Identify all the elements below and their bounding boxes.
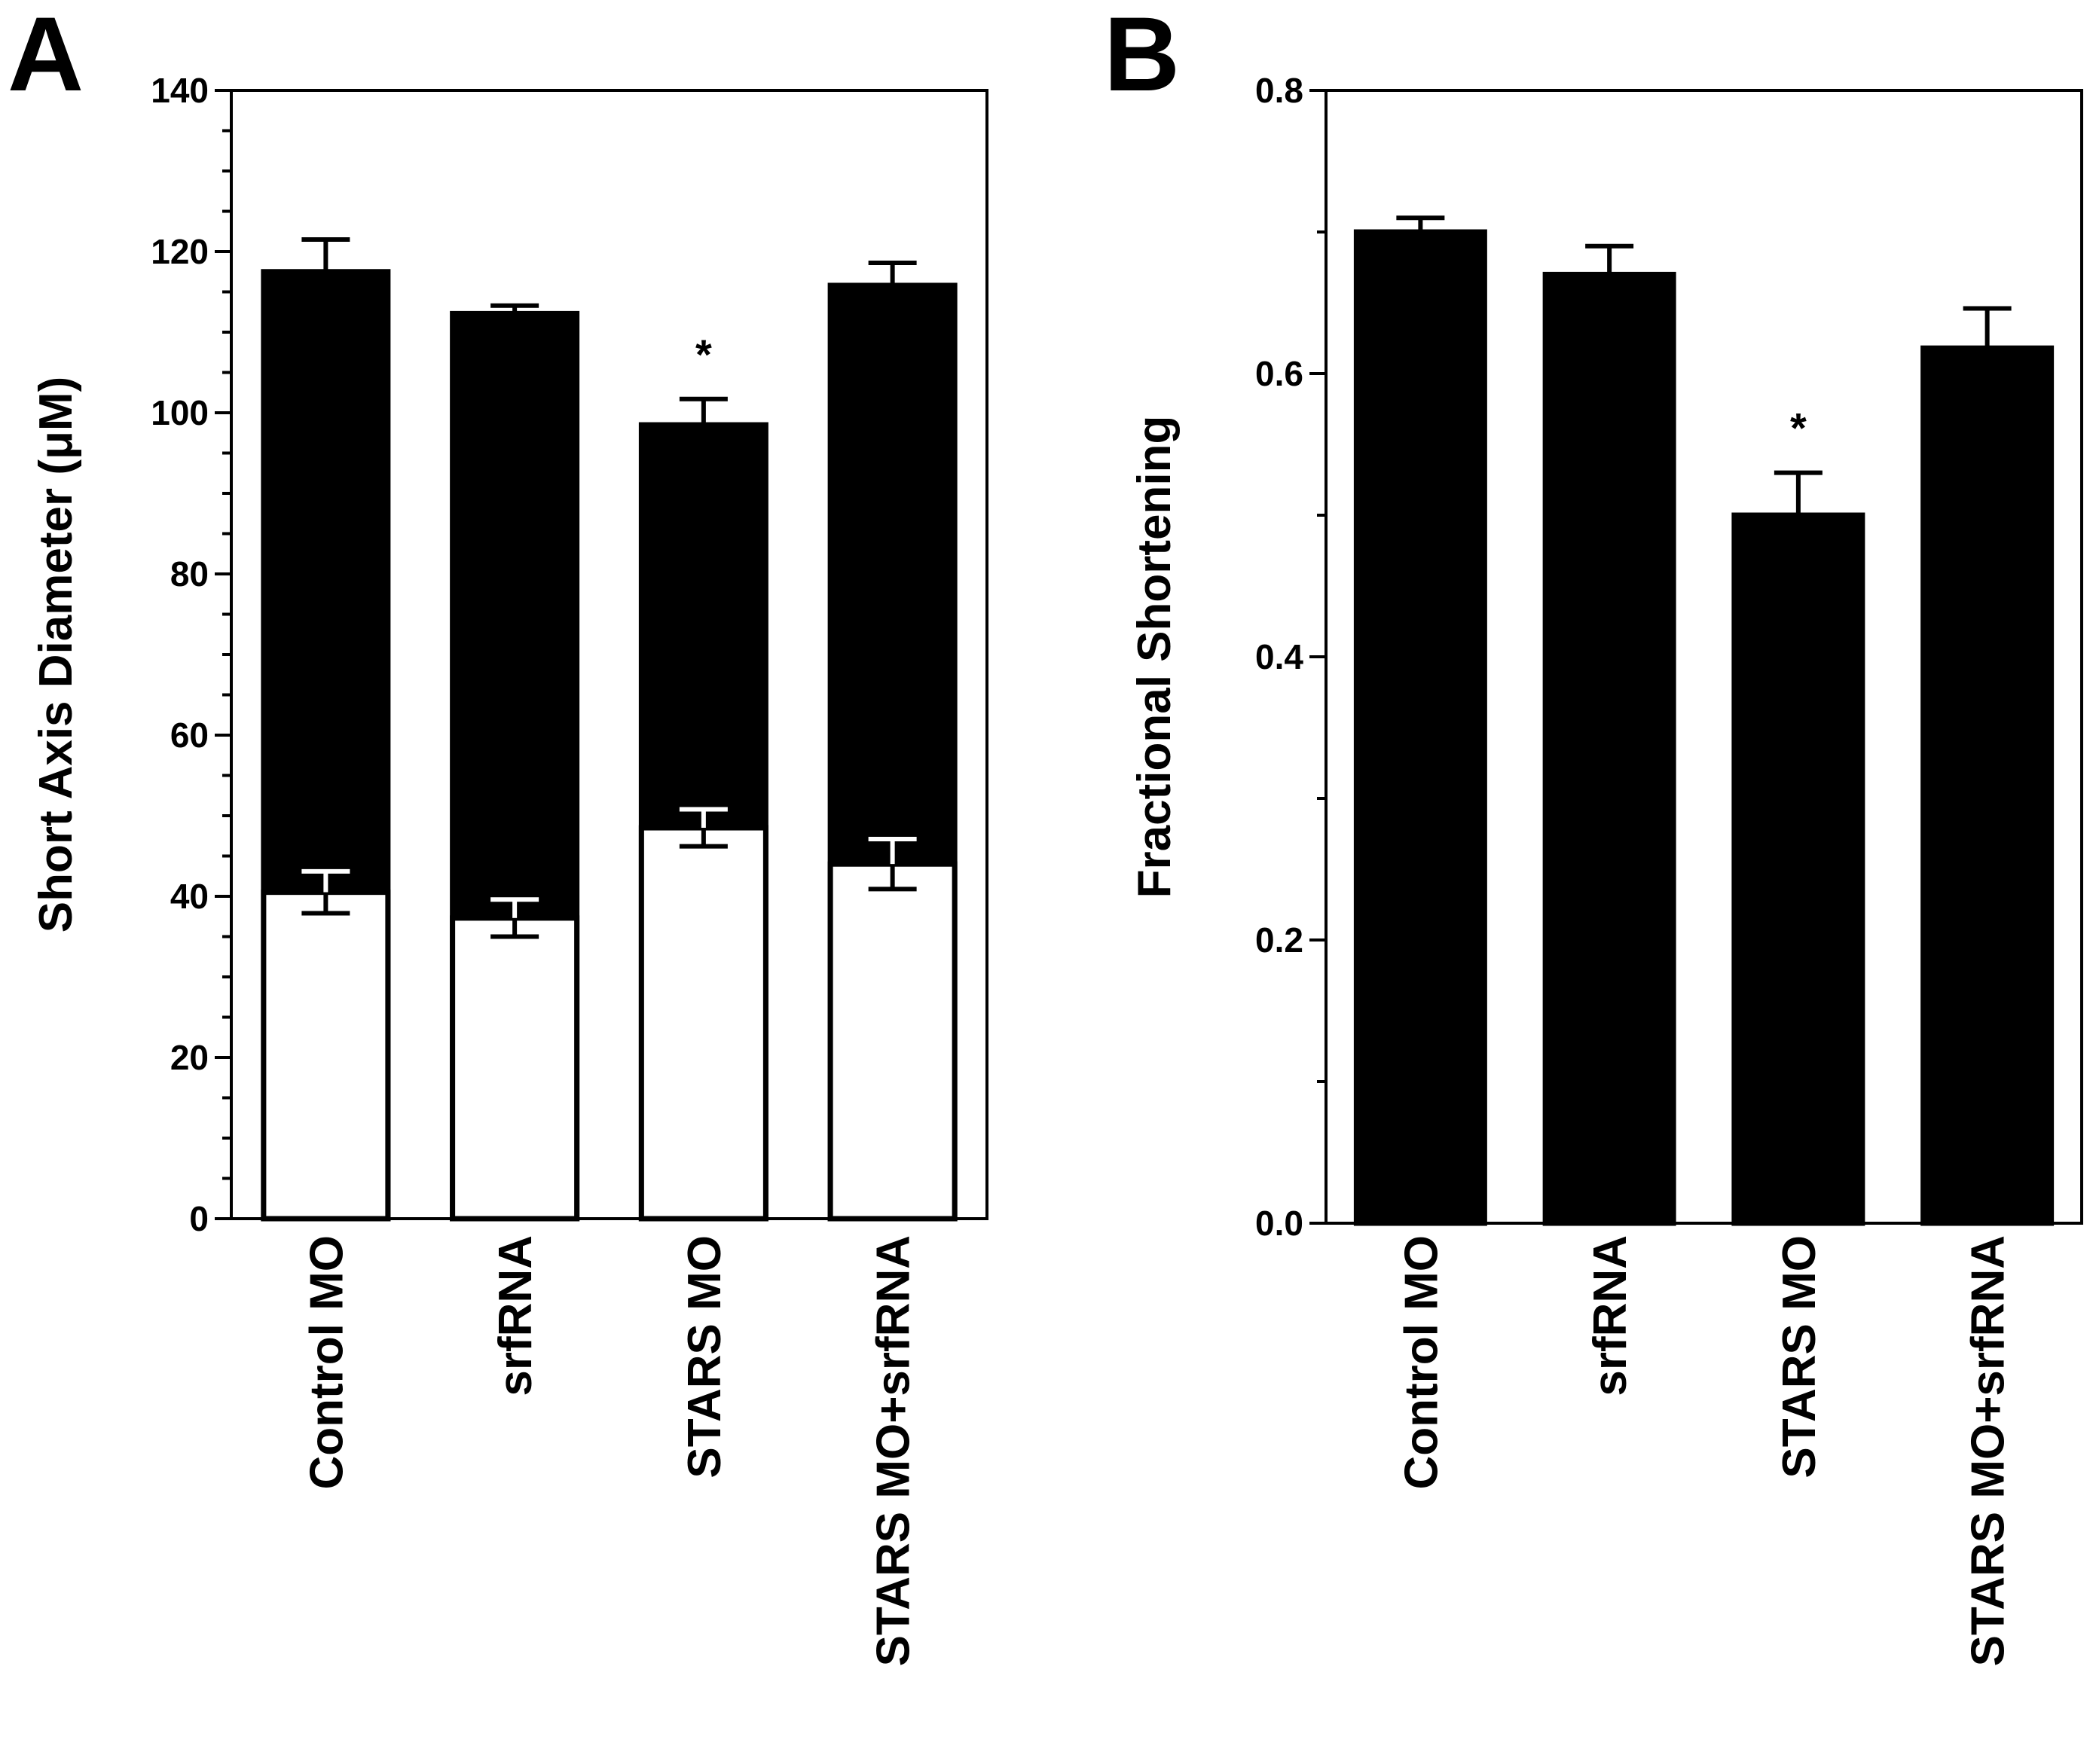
y-tick-label: 140 bbox=[151, 71, 209, 110]
bar bbox=[827, 861, 958, 1222]
panel-b: B * 0.0 0.2 0.4 0.6 0.8 Fractional Shortening Co… bbox=[1104, 0, 2083, 1666]
panel-a: A * 0 20 40 60 80 100 120 140 Short Axis Diameter … bbox=[8, 0, 988, 1666]
panel-letter: B bbox=[1104, 0, 1180, 113]
y-axis-title: Short Axis Diameter (μM) bbox=[30, 377, 82, 932]
x-category-label: STARS MO+srfRNA bbox=[868, 1235, 920, 1666]
significance-marker: * bbox=[1790, 404, 1807, 452]
y-tick-label: 0.0 bbox=[1255, 1204, 1303, 1243]
bar bbox=[1920, 345, 2055, 1226]
bar bbox=[638, 825, 768, 1222]
y-tick-label: 0.4 bbox=[1255, 637, 1303, 676]
bar bbox=[261, 890, 391, 1222]
y-tick-label: 100 bbox=[151, 393, 209, 432]
y-tick-label: 0.2 bbox=[1255, 920, 1303, 960]
x-category-label: STARS MO+srfRNA bbox=[1963, 1235, 2015, 1666]
y-tick-label: 0.6 bbox=[1255, 354, 1303, 393]
bar bbox=[450, 915, 580, 1222]
y-tick-label: 0.8 bbox=[1255, 71, 1303, 110]
significance-marker: * bbox=[695, 331, 712, 378]
bar bbox=[1731, 512, 1865, 1226]
bar bbox=[1542, 271, 1676, 1226]
y-tick-label: 60 bbox=[170, 716, 209, 755]
y-tick-label: 40 bbox=[170, 877, 209, 916]
bar bbox=[1353, 229, 1487, 1226]
y-tick-label: 0 bbox=[189, 1199, 209, 1238]
y-axis-title: Fractional Shortening bbox=[1129, 416, 1181, 899]
y-tick-label: 20 bbox=[170, 1038, 209, 1077]
x-category-label: Control MO bbox=[301, 1235, 353, 1490]
y-tick-label: 120 bbox=[151, 232, 209, 271]
x-category-label: srfRNA bbox=[1584, 1235, 1636, 1396]
x-category-label: srfRNA bbox=[490, 1235, 542, 1396]
x-category-label: Control MO bbox=[1395, 1235, 1447, 1490]
y-tick-label: 80 bbox=[170, 554, 209, 594]
x-category-label: STARS MO bbox=[679, 1235, 731, 1479]
panel-letter: A bbox=[8, 0, 84, 113]
x-category-label: STARS MO bbox=[1774, 1235, 1826, 1479]
